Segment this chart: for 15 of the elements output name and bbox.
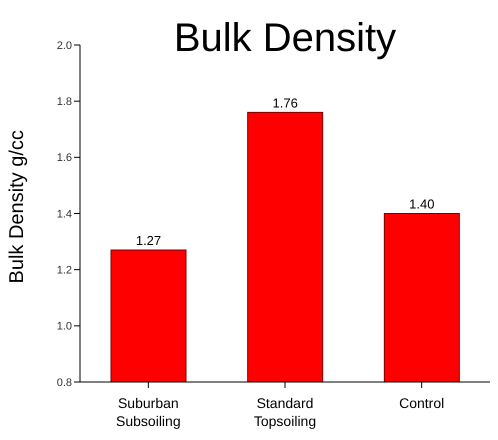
data-label: 1.76 [272,95,298,110]
text: 1.8 [56,96,72,108]
text: 1.2 [56,264,72,277]
text: 2.0 [56,40,72,52]
text: 1.6 [56,152,72,164]
chart-title: Bulk Density [172,16,398,60]
data-label: 1.40 [409,196,434,212]
text: 1.4 [56,208,72,220]
text: 0.8 [56,376,72,389]
data-label: 1.27 [136,233,162,248]
x-tick-label: Standard Topsoiling [254,395,316,429]
x-tick-label: Control [399,395,444,411]
x-tick-label: Suburban Subsoiling [116,395,181,429]
text: 1.0 [56,320,72,333]
y-axis-title: Bulk Density g/cc [6,130,28,284]
